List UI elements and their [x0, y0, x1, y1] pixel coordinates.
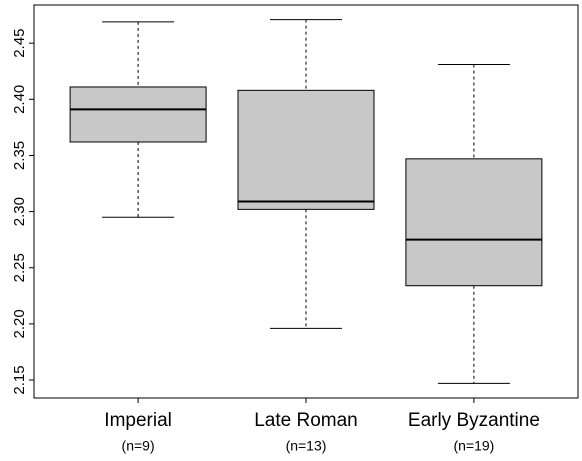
y-tick-label: 2.40	[11, 85, 28, 114]
y-tick-label: 2.45	[11, 29, 28, 58]
x-tick-label: Imperial	[104, 410, 172, 431]
y-tick-label: 2.30	[11, 197, 28, 226]
y-tick-label: 2.15	[11, 365, 28, 394]
x-tick-label: Early Byzantine	[408, 410, 540, 431]
x-tick-sublabel: (n=9)	[122, 438, 155, 454]
y-tick-label: 2.35	[11, 141, 28, 170]
box	[69, 86, 207, 143]
box	[237, 89, 375, 210]
y-tick-label: 2.25	[11, 253, 28, 282]
box	[405, 158, 543, 287]
x-tick-label: Late Roman	[254, 410, 358, 431]
x-tick-sublabel: (n=13)	[286, 438, 327, 454]
x-tick-sublabel: (n=19)	[453, 438, 494, 454]
y-tick-label: 2.20	[11, 309, 28, 338]
